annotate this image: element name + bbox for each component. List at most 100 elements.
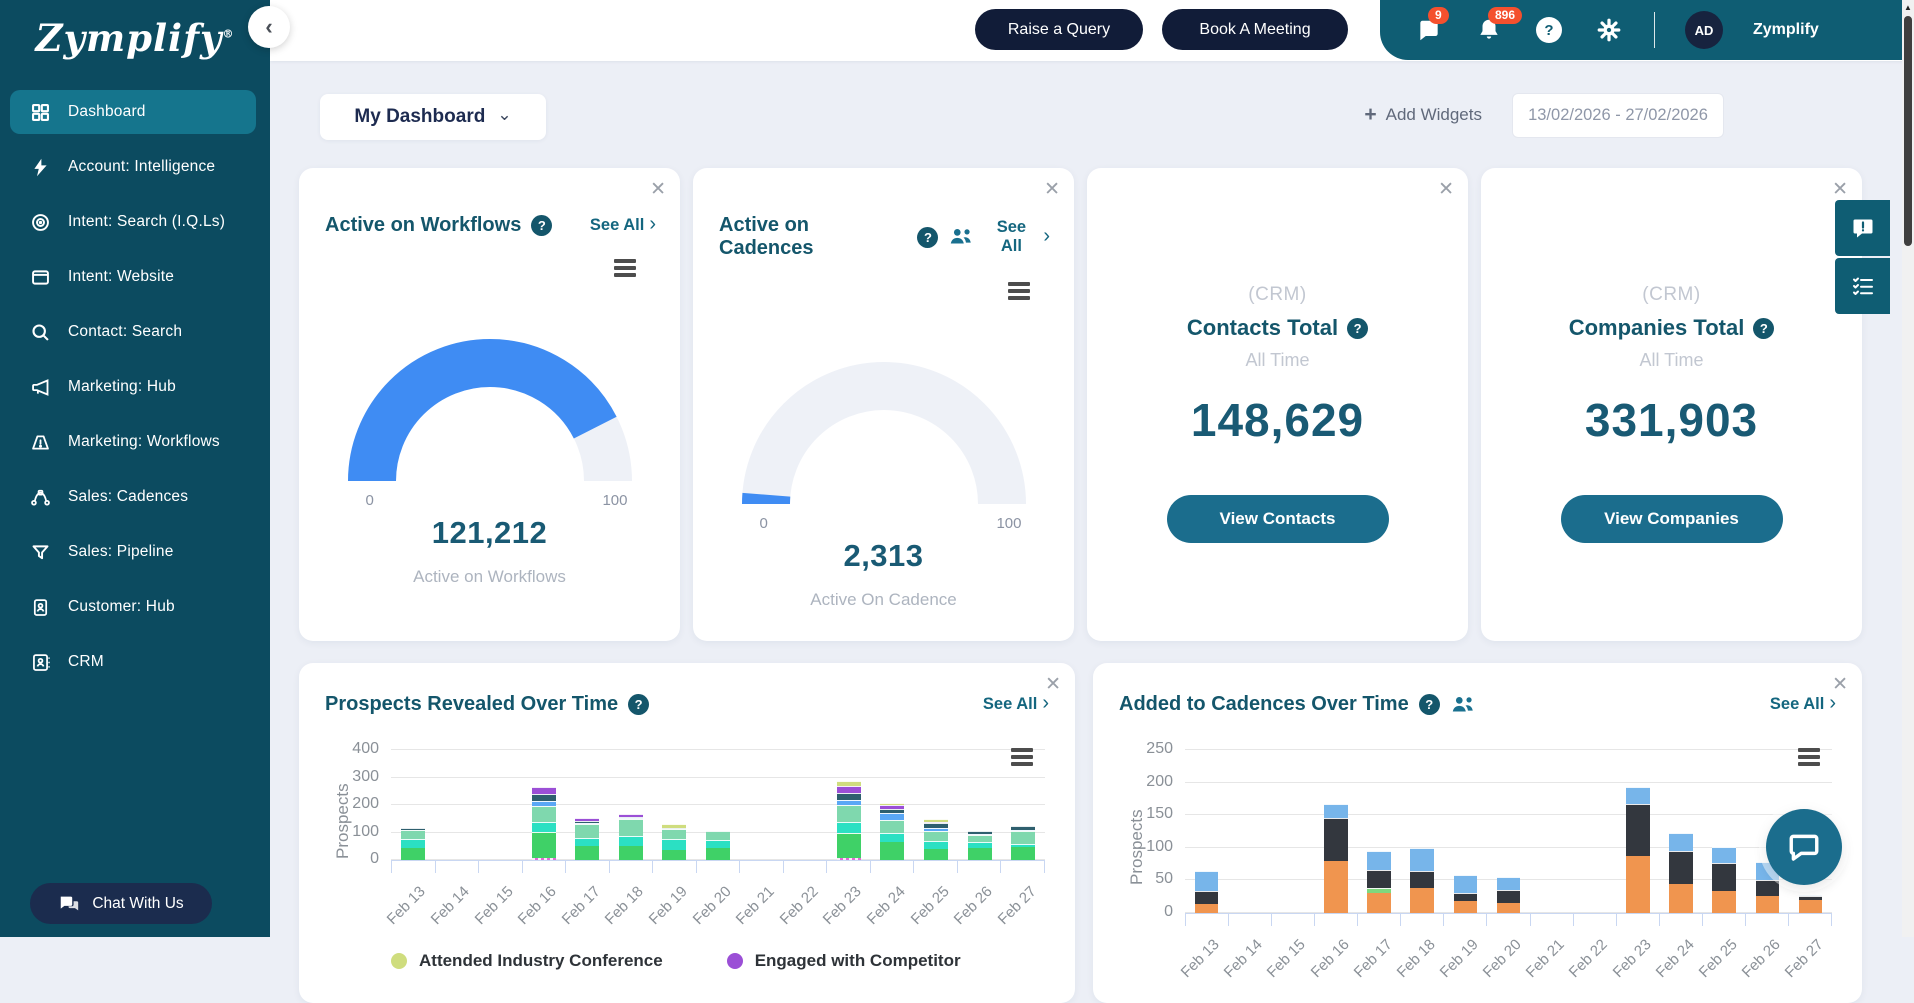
stacked-bar bbox=[1453, 875, 1478, 913]
plus-icon: + bbox=[1364, 103, 1377, 126]
gear-icon bbox=[1597, 18, 1621, 42]
bar-segment bbox=[1194, 903, 1219, 913]
stacked-bar bbox=[1410, 848, 1435, 913]
sidebar-item-intent-search[interactable]: Intent: Search (I.Q.Ls) bbox=[10, 200, 256, 244]
sidebar-item-dashboard[interactable]: Dashboard bbox=[10, 90, 256, 134]
chart-menu-icon[interactable] bbox=[1794, 744, 1824, 770]
bar-segment bbox=[705, 830, 730, 841]
y-tick-label: 50 bbox=[1155, 870, 1173, 888]
scrollbar-thumb[interactable] bbox=[1904, 16, 1912, 246]
close-icon[interactable]: ✕ bbox=[1044, 179, 1060, 200]
stacked-bar bbox=[1798, 894, 1823, 913]
registered-mark: ® bbox=[222, 27, 235, 41]
view-companies-button[interactable]: View Companies bbox=[1560, 495, 1783, 543]
sidebar-item-customer-hub[interactable]: Customer: Hub bbox=[10, 585, 256, 629]
feedback-tab[interactable] bbox=[1835, 200, 1890, 256]
bar-segment bbox=[1367, 870, 1391, 889]
notifications-button[interactable]: 896 bbox=[1474, 7, 1523, 45]
sidebar-item-marketing-workflows[interactable]: Marketing: Workflows bbox=[10, 420, 256, 464]
view-contacts-button[interactable]: View Contacts bbox=[1166, 495, 1389, 543]
see-all-link[interactable]: See All › bbox=[982, 692, 1049, 714]
add-widgets-button[interactable]: + Add Widgets bbox=[1364, 103, 1482, 127]
live-chat-button[interactable] bbox=[1766, 809, 1842, 885]
see-all-link[interactable]: See All › bbox=[1769, 692, 1836, 714]
bar-segment bbox=[1712, 847, 1737, 863]
chart-menu-icon[interactable] bbox=[610, 255, 640, 281]
book-meeting-button[interactable]: Book A Meeting bbox=[1162, 9, 1348, 50]
contact-book-icon bbox=[33, 653, 50, 671]
help-button[interactable]: ? bbox=[1534, 15, 1564, 45]
bar-segment bbox=[1496, 902, 1521, 913]
x-tick-label: Feb 13 bbox=[1177, 936, 1223, 982]
x-tick-label: Feb 27 bbox=[994, 883, 1040, 929]
chat-bubbles-icon bbox=[61, 896, 79, 910]
bar-segment bbox=[836, 822, 861, 834]
funnel-icon bbox=[32, 544, 49, 559]
sidebar-item-account-intelligence[interactable]: Account: Intelligence bbox=[10, 145, 256, 189]
sidebar-item-crm[interactable]: CRM bbox=[10, 640, 256, 684]
sidebar-item-label: CRM bbox=[68, 653, 104, 670]
checklist-tab[interactable] bbox=[1835, 258, 1890, 314]
x-tick-label: Feb 21 bbox=[732, 883, 778, 929]
bar-segment bbox=[531, 858, 556, 860]
sidebar-item-sales-pipeline[interactable]: Sales: Pipeline bbox=[10, 530, 256, 574]
stacked-bar bbox=[575, 818, 600, 860]
chat-with-us-button[interactable]: Chat With Us bbox=[30, 883, 212, 924]
dashboard-selector[interactable]: My Dashboard ⌄ bbox=[320, 94, 546, 140]
bar-segment bbox=[1011, 846, 1036, 860]
sidebar-item-label: Account: Intelligence bbox=[68, 158, 216, 175]
sidebar-item-marketing-hub[interactable]: Marketing: Hub bbox=[10, 365, 256, 409]
messages-button[interactable]: 9 bbox=[1414, 7, 1449, 45]
chevron-left-icon: ‹ bbox=[265, 14, 273, 39]
gauge-chart: 0 100 bbox=[340, 331, 640, 509]
x-tick-label: Feb 19 bbox=[645, 883, 691, 929]
sidebar-item-intent-website[interactable]: Intent: Website bbox=[10, 255, 256, 299]
stacked-bar bbox=[836, 780, 861, 860]
chart-menu-icon[interactable] bbox=[1004, 278, 1034, 304]
bar-segment bbox=[618, 814, 643, 817]
bar-segment bbox=[1669, 832, 1693, 852]
close-icon[interactable]: ✕ bbox=[1045, 674, 1061, 695]
sidebar-item-contact-search[interactable]: Contact: Search bbox=[10, 310, 256, 354]
sidebar-item-sales-cadences[interactable]: Sales: Cadences bbox=[10, 475, 256, 519]
see-all-link[interactable]: See All › bbox=[589, 213, 656, 235]
help-icon[interactable]: ? bbox=[628, 694, 650, 715]
bar-segment bbox=[531, 800, 556, 806]
chart-menu-icon[interactable] bbox=[1007, 744, 1037, 770]
help-icon[interactable]: ? bbox=[531, 215, 553, 236]
x-tick-label: Feb 15 bbox=[471, 883, 517, 929]
x-tick-label: Feb 17 bbox=[558, 883, 604, 929]
settings-button[interactable] bbox=[1594, 15, 1624, 45]
see-all-link[interactable]: See All › bbox=[984, 218, 1050, 256]
widget-active-on-cadences: ✕ Active on Cadences ? See All › 0 100 2,… bbox=[693, 168, 1074, 641]
raise-query-button[interactable]: Raise a Query bbox=[975, 9, 1143, 50]
dashboard-grid-icon bbox=[32, 103, 49, 121]
close-icon[interactable]: ✕ bbox=[1832, 179, 1848, 200]
help-icon[interactable]: ? bbox=[1418, 694, 1440, 715]
help-icon[interactable]: ? bbox=[1347, 317, 1369, 339]
messages-badge: 9 bbox=[1428, 7, 1449, 24]
close-icon[interactable]: ✕ bbox=[650, 179, 666, 200]
avatar[interactable]: AD bbox=[1685, 11, 1723, 49]
bar-segment bbox=[836, 786, 861, 794]
close-icon[interactable]: ✕ bbox=[1438, 179, 1454, 200]
chevron-down-icon: ⌄ bbox=[497, 105, 512, 124]
bar-segment bbox=[705, 840, 730, 849]
scrollbar-up-arrow[interactable]: ▲ bbox=[1904, 2, 1912, 12]
bar-segment bbox=[400, 839, 425, 848]
close-icon[interactable]: ✕ bbox=[1832, 674, 1848, 695]
bar-segment bbox=[1011, 825, 1036, 830]
widget-title: Contacts Total bbox=[1186, 315, 1339, 340]
stacked-bar bbox=[880, 803, 905, 860]
date-range-picker[interactable]: 13/02/2026 - 27/02/2026 bbox=[1512, 93, 1724, 138]
gauge-max-label: 100 bbox=[996, 515, 1022, 532]
gridline: 200 bbox=[1146, 773, 1832, 790]
x-tick-label: Feb 24 bbox=[863, 883, 909, 929]
sidebar-collapse-button[interactable]: ‹ bbox=[248, 6, 290, 48]
help-icon[interactable]: ? bbox=[1753, 317, 1775, 339]
x-tick-label: Feb 20 bbox=[689, 883, 735, 929]
help-icon[interactable]: ? bbox=[917, 226, 939, 248]
bar-segment bbox=[1410, 871, 1435, 889]
page-scrollbar[interactable]: ▲ bbox=[1902, 0, 1914, 937]
top-bar: Raise a Query Book A Meeting 9 896 ? AD … bbox=[270, 0, 1914, 61]
